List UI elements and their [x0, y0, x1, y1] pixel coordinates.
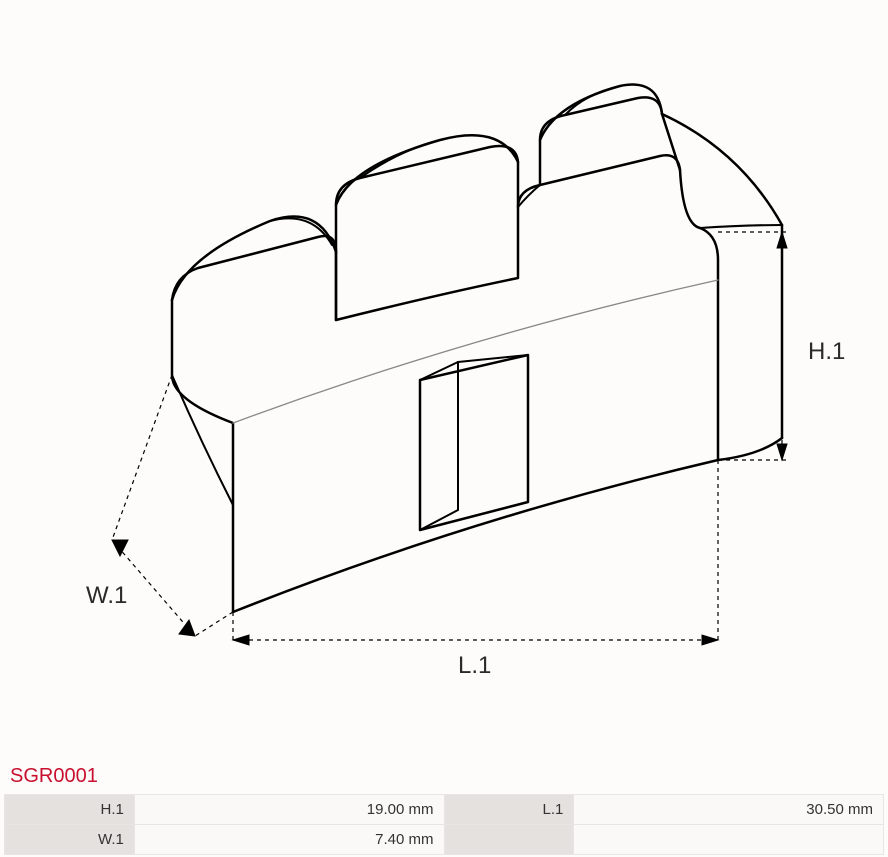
dim-l1-value: 30.50 mm [574, 795, 884, 825]
technical-drawing: H.1 L.1 W.1 [0, 0, 888, 760]
dim-label-h1: H.1 [808, 338, 845, 366]
dimensions-table: H.1 19.00 mm L.1 30.50 mm W.1 7.40 mm [4, 794, 884, 855]
dim-label-l1: L.1 [458, 652, 491, 680]
dim-w1-label: W.1 [5, 825, 135, 855]
dim-l1-label: L.1 [444, 795, 574, 825]
dim-h1-label: H.1 [5, 795, 135, 825]
dim-h1-value: 19.00 mm [134, 795, 444, 825]
dim-empty-label [444, 825, 574, 855]
dim-label-w1: W.1 [86, 582, 127, 610]
part-number: SGR0001 [10, 765, 98, 788]
table-row: H.1 19.00 mm L.1 30.50 mm [5, 795, 884, 825]
table-row: W.1 7.40 mm [5, 825, 884, 855]
dim-w1-value: 7.40 mm [134, 825, 444, 855]
dim-empty-value [574, 825, 884, 855]
